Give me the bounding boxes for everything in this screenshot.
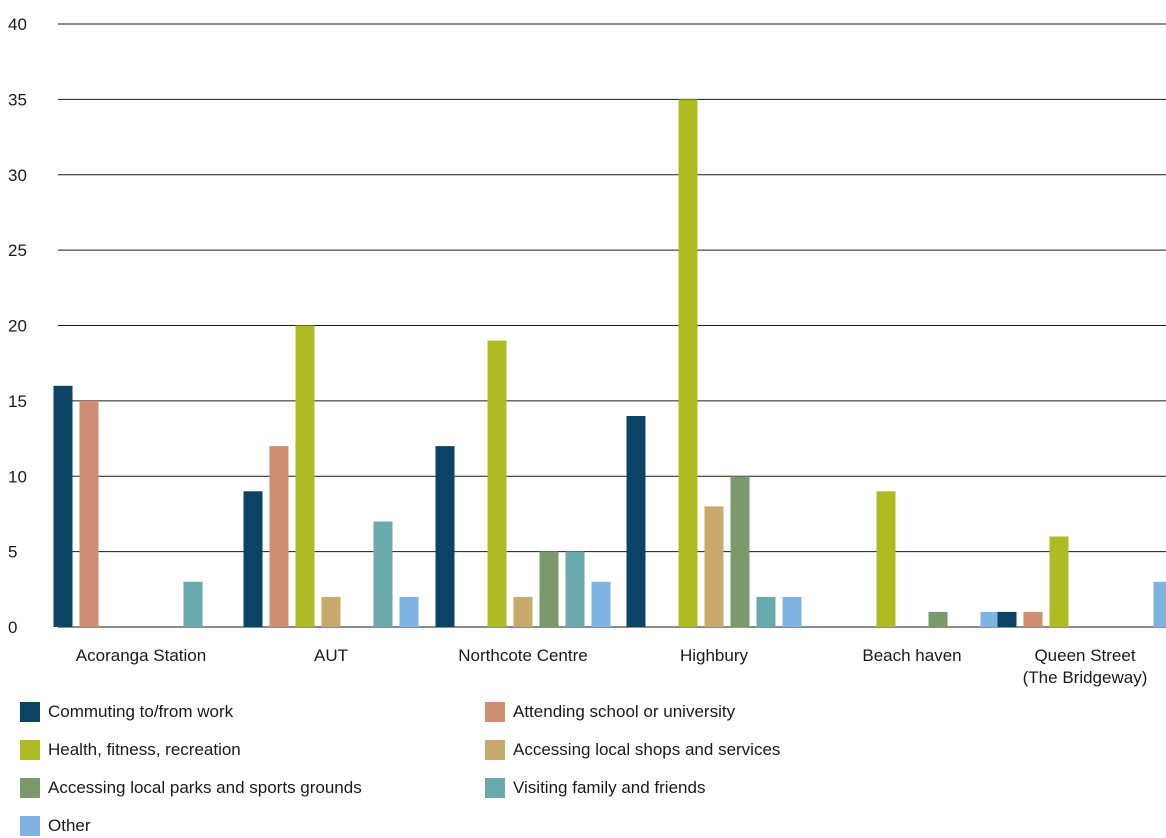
bar xyxy=(705,506,724,627)
legend-swatch xyxy=(20,816,40,836)
y-tick-label: 5 xyxy=(8,543,17,562)
x-tick-label: Highbury xyxy=(680,646,749,665)
x-axis-labels: Acoranga Station AUT Northcote Centre Highb… xyxy=(76,646,1148,687)
legend-item: Commuting to/from work xyxy=(20,700,233,724)
x-tick-label: (The Bridgeway) xyxy=(1023,668,1148,687)
bar xyxy=(627,416,646,627)
bar xyxy=(566,552,585,627)
bar xyxy=(514,597,533,627)
y-tick-label: 15 xyxy=(8,392,27,411)
bar xyxy=(488,341,507,627)
bar xyxy=(783,597,802,627)
legend-label: Other xyxy=(48,816,91,836)
y-tick-label: 25 xyxy=(8,241,27,260)
legend-item: Visiting family and friends xyxy=(485,776,705,800)
legend-swatch xyxy=(485,778,505,798)
legend-label: Accessing local shops and services xyxy=(513,740,780,760)
y-tick-label: 40 xyxy=(8,15,27,34)
x-tick-label: AUT xyxy=(314,646,348,665)
y-tick-label: 30 xyxy=(8,166,27,185)
legend-item: Accessing local shops and services xyxy=(485,738,780,762)
x-tick-label: Beach haven xyxy=(862,646,961,665)
legend-item: Health, fitness, recreation xyxy=(20,738,241,762)
y-tick-label: 35 xyxy=(8,90,27,109)
bar-chart: 0 5 10 15 20 25 30 35 40 Acoranga Station AUT Nort… xyxy=(0,0,1166,700)
bar xyxy=(592,582,611,627)
bar xyxy=(981,612,1000,627)
bar xyxy=(296,326,315,628)
bar xyxy=(322,597,341,627)
legend-swatch xyxy=(20,778,40,798)
bar xyxy=(400,597,419,627)
legend-swatch xyxy=(20,740,40,760)
bars xyxy=(54,99,1166,627)
legend-label: Commuting to/from work xyxy=(48,702,233,722)
bar xyxy=(1024,612,1043,627)
bar xyxy=(731,476,750,627)
bar xyxy=(436,446,455,627)
legend-label: Visiting family and friends xyxy=(513,778,705,798)
bar xyxy=(540,552,559,627)
gridlines xyxy=(58,24,1166,627)
legend-item: Other xyxy=(20,814,91,838)
legend-swatch xyxy=(485,702,505,722)
legend-item: Attending school or university xyxy=(485,700,735,724)
legend-label: Accessing local parks and sports grounds xyxy=(48,778,362,798)
bar xyxy=(929,612,948,627)
x-tick-label: Acoranga Station xyxy=(76,646,206,665)
legend-item: Accessing local parks and sports grounds xyxy=(20,776,362,800)
legend-swatch xyxy=(20,702,40,722)
y-tick-label: 0 xyxy=(8,618,17,637)
bar xyxy=(1154,582,1166,627)
bar xyxy=(244,491,263,627)
bar xyxy=(80,401,99,627)
x-tick-label: Queen Street xyxy=(1034,646,1135,665)
legend-label: Health, fitness, recreation xyxy=(48,740,241,760)
bar xyxy=(184,582,203,627)
legend-swatch xyxy=(485,740,505,760)
y-tick-label: 20 xyxy=(8,317,27,336)
bar xyxy=(998,612,1017,627)
bar xyxy=(1050,537,1069,628)
y-tick-label: 10 xyxy=(8,467,27,486)
bar xyxy=(679,99,698,627)
x-tick-label: Northcote Centre xyxy=(458,646,587,665)
bar xyxy=(54,386,73,627)
bar xyxy=(877,491,896,627)
bar xyxy=(374,522,393,628)
y-axis-ticks: 0 5 10 15 20 25 30 35 40 xyxy=(8,15,27,637)
bar xyxy=(270,446,289,627)
legend-label: Attending school or university xyxy=(513,702,735,722)
bar xyxy=(757,597,776,627)
